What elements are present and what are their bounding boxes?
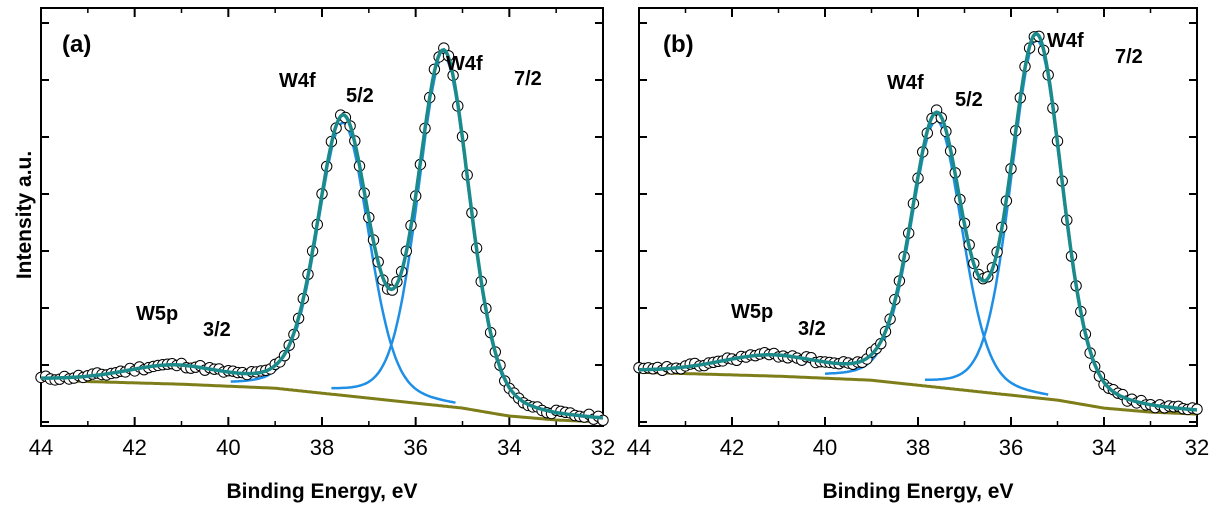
background-line — [639, 370, 1198, 416]
peak-label: W4f — [887, 72, 924, 94]
x-tick-label: 44 — [29, 435, 53, 460]
x-tick-label: 44 — [627, 435, 651, 460]
x-tick-label: 32 — [1185, 435, 1209, 460]
x-tick-label: 34 — [1092, 435, 1116, 460]
peak-label: W4f — [1047, 30, 1084, 52]
peak-label-subscript: 7/2 — [1115, 46, 1143, 68]
x-tick-label: 42 — [720, 435, 744, 460]
component-peak-line — [824, 119, 1049, 396]
peak-label-subscript: 5/2 — [955, 89, 983, 111]
background-line — [40, 378, 604, 424]
x-tick-label: 32 — [591, 435, 615, 460]
x-axis-title: Binding Energy, eV — [227, 480, 418, 503]
panel-b: 44 42 40 38 36 34 32 Binding Energy, eV (b) W4f 7/… — [627, 7, 1209, 503]
panel-label: (b) — [663, 31, 694, 58]
peak-label: W5p — [731, 301, 773, 323]
x-tick-label: 38 — [310, 435, 334, 460]
panel-a: 44 42 40 38 36 34 32 Binding Energy, eV (a) W4f 7/… — [29, 7, 615, 503]
x-tick-label: 36 — [999, 435, 1023, 460]
x-axis-title: Binding Energy, eV — [823, 480, 1014, 503]
fit-envelope-line — [41, 47, 604, 420]
x-tick-label: 34 — [497, 435, 521, 460]
x-tick-label: 36 — [403, 435, 427, 460]
panel-label: (a) — [62, 31, 91, 58]
peak-label-subscript: 3/2 — [203, 319, 231, 341]
x-tick-label: 38 — [906, 435, 930, 460]
peak-label-subscript: 7/2 — [514, 68, 542, 90]
y-axis-title: Intensity a.u. — [13, 151, 36, 279]
x-tick-label: 40 — [813, 435, 837, 460]
peak-label-subscript: 3/2 — [798, 318, 826, 340]
component-peak-line — [331, 54, 557, 416]
peak-label: W5p — [136, 303, 178, 325]
peak-label: W4f — [279, 70, 316, 92]
peak-label-subscript: 5/2 — [346, 85, 374, 107]
fit-envelope-line — [639, 32, 1198, 412]
x-tick-label: 42 — [122, 435, 146, 460]
x-tick-label: 40 — [216, 435, 240, 460]
peak-label: W4f — [446, 53, 483, 75]
